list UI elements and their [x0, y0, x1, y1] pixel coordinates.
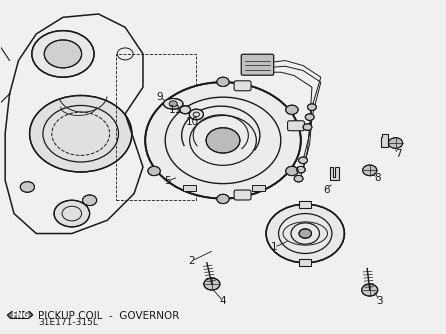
Circle shape: [206, 128, 240, 153]
Circle shape: [305, 114, 314, 121]
FancyBboxPatch shape: [234, 81, 251, 91]
Circle shape: [286, 166, 298, 176]
Circle shape: [189, 109, 203, 120]
Circle shape: [266, 204, 344, 263]
Text: 4: 4: [220, 296, 226, 306]
Circle shape: [299, 229, 311, 238]
Text: 3: 3: [376, 296, 383, 306]
Text: 1: 1: [271, 242, 277, 253]
Circle shape: [32, 31, 94, 77]
Circle shape: [44, 40, 82, 68]
Bar: [252, 185, 265, 191]
Ellipse shape: [163, 99, 183, 109]
Circle shape: [54, 200, 90, 227]
Circle shape: [169, 101, 177, 107]
Circle shape: [294, 175, 303, 182]
Circle shape: [20, 182, 34, 192]
Text: 8: 8: [374, 173, 381, 183]
Circle shape: [217, 194, 229, 204]
FancyBboxPatch shape: [288, 121, 305, 131]
Bar: [183, 185, 196, 191]
Text: 9: 9: [157, 92, 163, 102]
Text: FNG: FNG: [11, 311, 29, 320]
Text: 10: 10: [186, 117, 198, 127]
Circle shape: [298, 157, 307, 164]
Text: 6: 6: [323, 185, 330, 195]
Text: 31E171-315L: 31E171-315L: [38, 318, 99, 327]
FancyBboxPatch shape: [241, 54, 274, 75]
FancyBboxPatch shape: [234, 190, 251, 200]
Text: 11: 11: [169, 105, 182, 115]
Text: 2: 2: [189, 256, 195, 266]
Text: PICKUP COIL  -  GOVERNOR: PICKUP COIL - GOVERNOR: [38, 311, 180, 321]
Circle shape: [145, 82, 301, 199]
Circle shape: [83, 195, 97, 206]
Circle shape: [217, 77, 229, 87]
Circle shape: [363, 165, 377, 176]
Text: 5: 5: [164, 176, 171, 186]
Polygon shape: [381, 134, 388, 147]
Circle shape: [362, 284, 378, 296]
Circle shape: [388, 138, 403, 148]
Circle shape: [148, 166, 160, 176]
Circle shape: [29, 96, 132, 172]
Circle shape: [286, 105, 298, 115]
Circle shape: [307, 104, 316, 111]
Polygon shape: [8, 312, 33, 318]
Bar: [299, 260, 311, 266]
Polygon shape: [330, 167, 339, 180]
Circle shape: [296, 166, 305, 173]
Circle shape: [180, 106, 190, 114]
Circle shape: [303, 124, 312, 130]
Circle shape: [204, 278, 220, 290]
Bar: [299, 201, 311, 207]
Text: 7: 7: [395, 149, 402, 159]
